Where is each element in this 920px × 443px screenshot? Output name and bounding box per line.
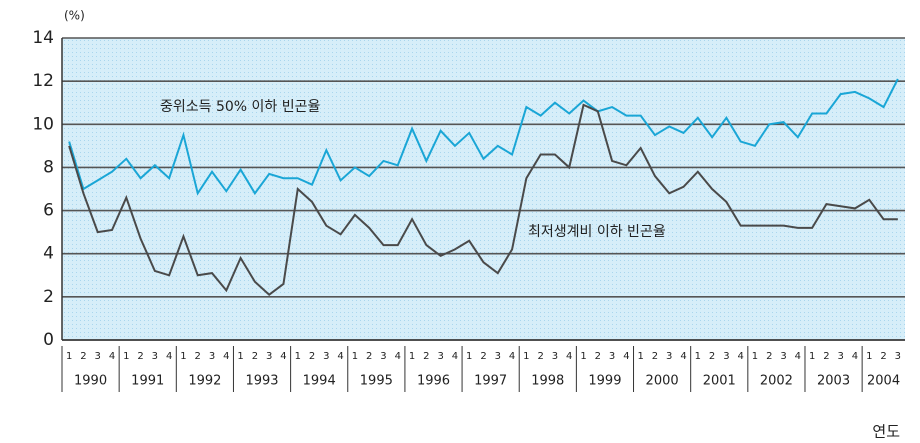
x-tick-label: 4	[280, 351, 286, 362]
x-tick-label: 2	[766, 351, 772, 362]
y-unit: (%)	[64, 9, 85, 23]
plot-area	[62, 38, 905, 340]
year-label: 2003	[817, 374, 850, 389]
x-tick-label: 3	[209, 351, 215, 362]
x-tick-label: 3	[552, 351, 558, 362]
series-line	[68, 78, 899, 196]
series-line	[68, 103, 898, 296]
x-tick-label: 3	[152, 351, 158, 362]
x-tick-label: 3	[95, 351, 101, 362]
x-tick-label: 2	[309, 351, 315, 362]
year-label: 1997	[474, 374, 507, 389]
x-tick-label: 1	[466, 351, 472, 362]
x-tick-label: 4	[452, 351, 458, 362]
year-label: 2004	[867, 374, 900, 389]
series-label: 최저생계비 이하 빈곤율	[528, 224, 666, 240]
x-tick-label: 1	[295, 351, 301, 362]
x-tick-label: 1	[637, 351, 643, 362]
y-tick-label: 14	[32, 28, 54, 48]
x-tick-label: 2	[366, 351, 372, 362]
x-tick-label: 2	[709, 351, 715, 362]
year-label: 1998	[531, 374, 564, 389]
y-tick-label: 4	[43, 244, 54, 264]
year-label: 2002	[760, 374, 793, 389]
year-label: 1993	[245, 374, 278, 389]
x-tick-label: 1	[809, 351, 815, 362]
x-tick-label: 1	[752, 351, 758, 362]
x-tick-label: 2	[823, 351, 829, 362]
x-tick-label: 2	[652, 351, 658, 362]
y-tick-label: 0	[43, 330, 54, 350]
series-label: 중위소득 50% 이하 빈곤율	[160, 99, 321, 115]
year-label: 1992	[188, 374, 221, 389]
x-axis-label: 연도	[872, 423, 900, 441]
x-tick-label: 4	[509, 351, 515, 362]
x-tick-label: 2	[423, 351, 429, 362]
x-tick-label: 3	[380, 351, 386, 362]
x-tick-label: 2	[195, 351, 201, 362]
x-tick-label: 3	[495, 351, 501, 362]
x-tick-label: 1	[237, 351, 243, 362]
year-label: 2001	[703, 374, 736, 389]
x-tick-label: 1	[180, 351, 186, 362]
y-tick-label: 10	[32, 114, 54, 134]
year-label: 1996	[417, 374, 450, 389]
x-tick-label: 3	[838, 351, 844, 362]
x-tick-label: 2	[480, 351, 486, 362]
x-tick-label: 4	[395, 351, 401, 362]
x-tick-label: 4	[337, 351, 343, 362]
x-tick-label: 3	[666, 351, 672, 362]
year-label: 1994	[303, 374, 336, 389]
x-tick-label: 1	[580, 351, 586, 362]
y-tick-label: 6	[43, 201, 54, 221]
x-tick-label: 2	[80, 351, 86, 362]
year-label: 1990	[74, 374, 107, 389]
x-tick-label: 1	[695, 351, 701, 362]
x-tick-label: 3	[723, 351, 729, 362]
year-label: 1995	[360, 374, 393, 389]
year-label: 2000	[646, 374, 679, 389]
x-tick-label: 4	[109, 351, 115, 362]
x-tick-label: 3	[780, 351, 786, 362]
x-tick-label: 1	[409, 351, 415, 362]
x-tick-label: 4	[166, 351, 172, 362]
y-tick-label: 12	[32, 71, 54, 91]
x-tick-label: 3	[323, 351, 329, 362]
x-tick-label: 2	[595, 351, 601, 362]
x-tick-label: 2	[137, 351, 143, 362]
x-tick-label: 2	[537, 351, 543, 362]
x-tick-label: 3	[895, 351, 901, 362]
x-tick-label: 1	[123, 351, 129, 362]
x-tick-label: 1	[523, 351, 529, 362]
x-tick-label: 1	[66, 351, 72, 362]
x-tick-label: 2	[880, 351, 886, 362]
x-tick-label: 3	[266, 351, 272, 362]
x-tick-label: 2	[252, 351, 258, 362]
y-tick-label: 8	[43, 157, 54, 177]
x-tick-label: 3	[609, 351, 615, 362]
year-label: 1999	[588, 374, 621, 389]
x-tick-label: 4	[737, 351, 743, 362]
x-tick-label: 4	[566, 351, 572, 362]
x-tick-label: 1	[352, 351, 358, 362]
x-tick-label: 4	[223, 351, 229, 362]
x-tick-label: 1	[866, 351, 872, 362]
year-label: 1991	[131, 374, 164, 389]
x-tick-label: 4	[795, 351, 801, 362]
y-tick-label: 2	[43, 287, 54, 307]
x-tick-label: 3	[437, 351, 443, 362]
x-tick-label: 4	[680, 351, 686, 362]
x-tick-label: 4	[623, 351, 629, 362]
x-tick-label: 4	[852, 351, 858, 362]
